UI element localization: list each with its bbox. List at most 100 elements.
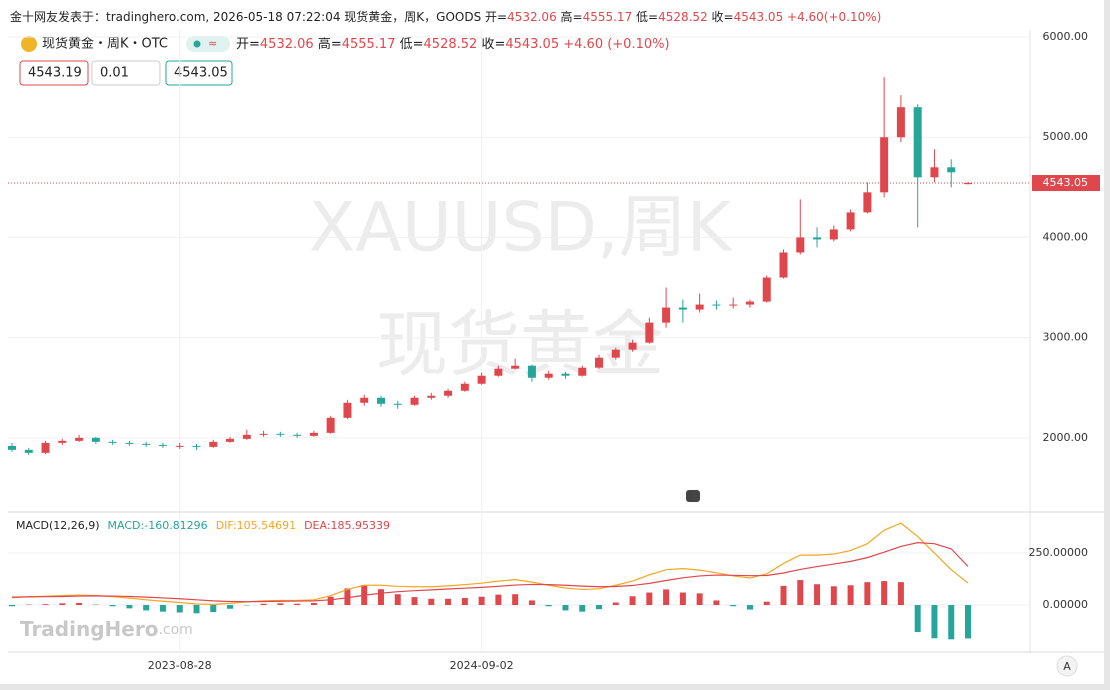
ohlc-label: 开= bbox=[236, 37, 260, 52]
candle-body bbox=[58, 440, 67, 443]
header-part: 4528.52 bbox=[658, 10, 708, 24]
candle-body bbox=[813, 237, 822, 240]
macd-bar bbox=[730, 605, 737, 607]
candle-body bbox=[393, 403, 402, 405]
macd-bar bbox=[42, 604, 49, 606]
order-input-text: 4543.19 bbox=[28, 66, 82, 81]
auto-scale-button[interactable] bbox=[1056, 655, 1078, 677]
macd-bar bbox=[76, 602, 83, 606]
header-part: 金十网友发表于：tradinghero.com, 2026-05-18 07:2… bbox=[10, 9, 507, 24]
candle-body bbox=[930, 167, 939, 178]
candle-body bbox=[326, 417, 335, 433]
x-tick-label: 2024-09-02 bbox=[450, 659, 514, 672]
order-input-text: 0.01 bbox=[100, 66, 129, 81]
candle-body bbox=[880, 137, 889, 193]
candle-body bbox=[209, 441, 218, 447]
status-pill bbox=[186, 36, 230, 52]
legend-entry: DIF:105.54691 bbox=[216, 519, 296, 532]
candle-body bbox=[846, 212, 855, 230]
ohlc-value: 4555.17 bbox=[342, 37, 396, 52]
macd-bar bbox=[159, 605, 166, 612]
header-part: 高= bbox=[557, 9, 583, 24]
y-tick-label: 250.00000 bbox=[1029, 546, 1089, 559]
candle-body bbox=[226, 438, 235, 442]
macd-bar bbox=[696, 593, 703, 606]
symbol-icon bbox=[21, 36, 37, 52]
candle-body bbox=[745, 301, 754, 305]
macd-bar bbox=[814, 584, 821, 606]
candle-body bbox=[158, 444, 167, 446]
candle-body bbox=[410, 397, 419, 405]
candle-body bbox=[762, 277, 771, 302]
macd-bar bbox=[294, 603, 301, 606]
macd-bar bbox=[897, 582, 904, 606]
macd-bar bbox=[210, 605, 217, 613]
macd-bar bbox=[545, 605, 552, 607]
macd-bar bbox=[830, 586, 837, 606]
macd-bar bbox=[646, 592, 653, 606]
order-input bbox=[91, 60, 161, 86]
status-icon: ≈ bbox=[208, 37, 217, 50]
header-part: 4532.06 bbox=[507, 10, 557, 24]
candle-body bbox=[24, 449, 33, 453]
macd-bar bbox=[931, 605, 938, 639]
macd-bar bbox=[612, 602, 619, 606]
candle-body bbox=[779, 252, 788, 278]
macd-bar bbox=[495, 594, 502, 606]
candle-body bbox=[863, 192, 872, 213]
candle-body bbox=[427, 395, 436, 398]
macd-bar bbox=[629, 596, 636, 606]
candle-body bbox=[561, 373, 570, 376]
candle-body bbox=[91, 437, 100, 442]
y-tick-label: 6000.00 bbox=[1043, 30, 1089, 43]
candle-body bbox=[712, 304, 721, 306]
header-part: 4555.17 bbox=[583, 10, 633, 24]
candle-body bbox=[695, 304, 704, 310]
macd-bar bbox=[948, 605, 955, 640]
macd-legend: MACD(12,26,9) MACD:-160.81296 DIF:105.5469… bbox=[16, 519, 390, 532]
candle-body bbox=[964, 183, 972, 185]
macd-line bbox=[11, 522, 969, 605]
candle-body bbox=[796, 237, 805, 253]
watermark: XAUUSD,周K bbox=[309, 189, 734, 268]
macd-bar bbox=[260, 603, 267, 606]
macd-bar bbox=[9, 605, 15, 607]
last-price-label: 4543.05 bbox=[1043, 176, 1089, 189]
ohlc-label: 低= bbox=[400, 37, 424, 52]
macd-bar bbox=[713, 600, 720, 606]
macd-bar bbox=[797, 580, 804, 606]
candle-body bbox=[175, 445, 184, 447]
candle-body bbox=[829, 229, 838, 240]
order-input bbox=[165, 60, 233, 86]
macd-bar bbox=[428, 598, 435, 606]
candle-body bbox=[527, 365, 536, 378]
candle-body bbox=[41, 442, 50, 453]
candle-body bbox=[477, 375, 486, 384]
header-part: 收= bbox=[708, 10, 734, 24]
macd-bar bbox=[461, 597, 468, 606]
candle-body bbox=[360, 397, 369, 403]
header-part: +4.60(+0.10%) bbox=[783, 10, 881, 24]
auto-scale-label[interactable]: A bbox=[1063, 660, 1071, 673]
macd-bar bbox=[445, 598, 452, 606]
order-input bbox=[19, 60, 89, 86]
macd-bar bbox=[344, 588, 351, 606]
candle-body bbox=[913, 107, 922, 178]
macd-bar bbox=[579, 605, 586, 612]
y-tick-label: 3000.00 bbox=[1043, 331, 1089, 344]
candle-body bbox=[628, 342, 637, 350]
order-input-text: 4543.05 bbox=[174, 66, 228, 81]
candle-body bbox=[376, 397, 385, 404]
symbol-ohlc: 开=4532.06 高=4555.17 低=4528.52 收=4543.05 … bbox=[236, 36, 670, 52]
order-inputs: 4543.19 0.01 4543.05 bbox=[19, 60, 233, 86]
macd-bar bbox=[596, 605, 603, 610]
candle-body bbox=[460, 383, 469, 391]
scroll-icon[interactable] bbox=[686, 490, 700, 502]
legend-entry: MACD:-160.81296 bbox=[108, 519, 208, 532]
y-tick-label: 2000.00 bbox=[1043, 431, 1089, 444]
last-price-tag bbox=[1032, 175, 1100, 192]
y-tick-label: 5000.00 bbox=[1043, 130, 1089, 143]
macd-title: MACD(12,26,9) bbox=[16, 519, 100, 532]
candle-body bbox=[645, 322, 654, 343]
